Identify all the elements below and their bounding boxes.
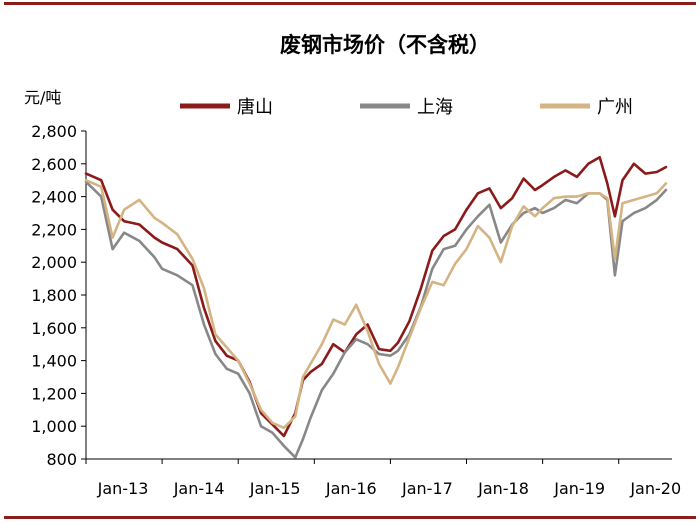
y-tick-label: 2,000 [31,253,77,272]
y-axis: 800 1,000 1,200 1,400 1,600 1,800 2,000 2,200 2,… [31,122,87,469]
x-axis: Jan-13 Jan-14 Jan-15 Jan-16 Jan-17 Jan-18 Jan-… [85,458,681,498]
x-tick-label: Jan-17 [401,479,453,498]
y-tick-label: 2,600 [31,155,77,174]
x-tick-label: Jan-19 [553,479,605,498]
y-tick-label: 2,200 [31,220,77,239]
y-tick-label: 1,800 [31,286,77,305]
x-tick-label: Jan-15 [249,479,301,498]
chart-title: 废钢市场价（不含税） [280,33,490,57]
y-tick-label: 1,200 [31,384,77,403]
series-line-2 [84,180,668,459]
x-tick-label: Jan-20 [629,479,681,498]
y-axis-unit: 元/吨 [24,88,61,107]
plot-area [84,155,668,459]
x-tick-label: Jan-13 [97,479,149,498]
legend-label: 唐山 [237,97,273,118]
series-line-1 [84,155,668,438]
series-line-3 [84,178,668,430]
y-tick-label: 800 [46,450,77,469]
top-rule [4,2,696,5]
y-tick-label: 1,600 [31,319,77,338]
y-tick-label: 2,400 [31,188,77,207]
legend-label: 广州 [597,97,633,118]
x-tick-label: Jan-14 [173,479,225,498]
y-tick-label: 1,000 [31,417,77,436]
x-tick-label: Jan-16 [325,479,377,498]
y-tick-label: 1,400 [31,352,77,371]
legend: 唐山 上海 广州 [180,97,633,118]
y-tick-label: 2,800 [31,122,77,141]
legend-label: 上海 [417,97,453,118]
x-tick-label: Jan-18 [477,479,529,498]
bottom-rule [4,516,696,519]
